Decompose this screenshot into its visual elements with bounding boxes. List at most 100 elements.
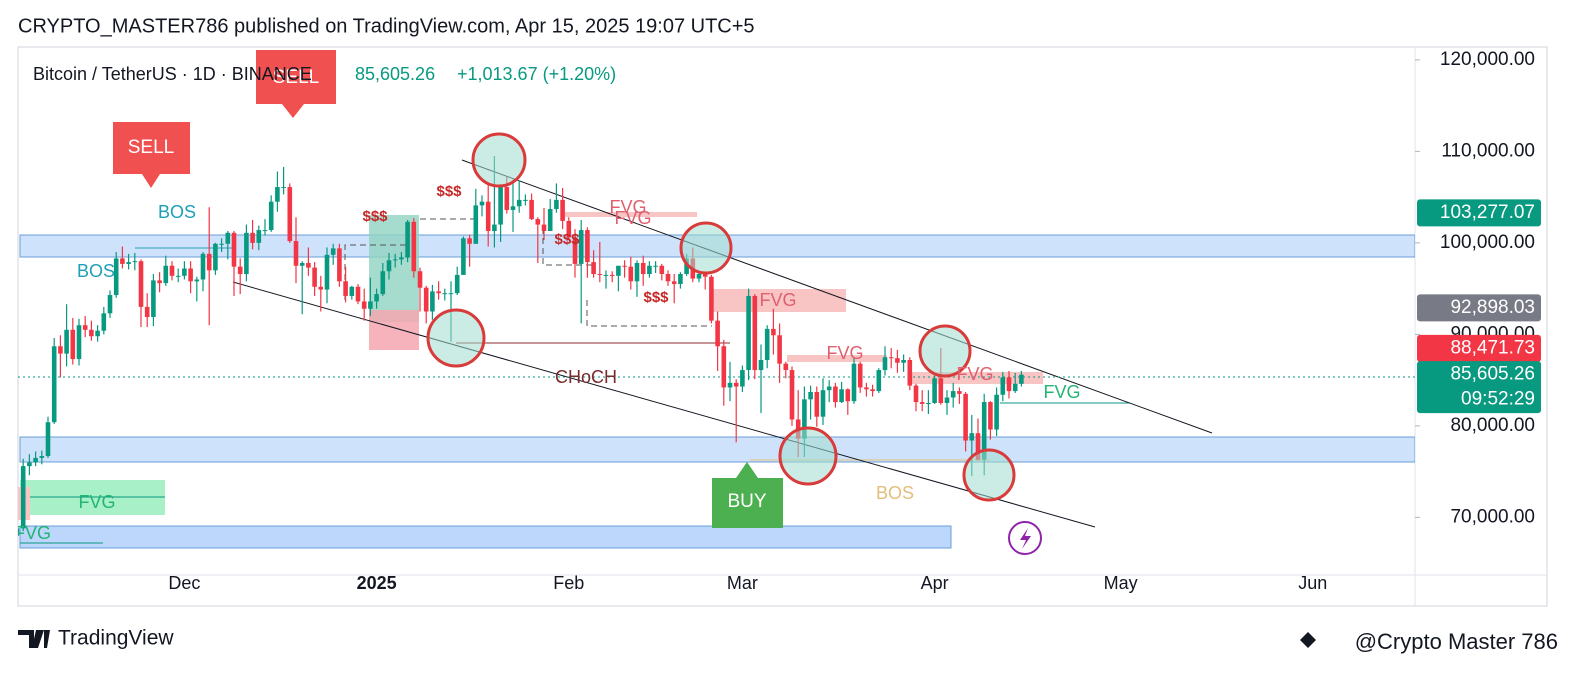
price-tag: [1417, 361, 1541, 414]
channel-line: [232, 281, 1096, 528]
candle-body: [95, 330, 100, 337]
candle-body: [498, 187, 503, 225]
candle-body: [585, 230, 590, 263]
candle-body: [262, 230, 268, 232]
candle-body: [746, 295, 751, 371]
candle-body: [665, 273, 671, 282]
candle-body: [312, 267, 317, 287]
x-tick-label: Dec: [168, 573, 200, 593]
candle-body: [299, 263, 305, 266]
candle-body: [82, 325, 88, 330]
candle-body: [287, 187, 293, 242]
candle-body: [628, 266, 634, 282]
y-tick-label: 70,000.00: [1450, 506, 1535, 527]
annotation: BUY: [727, 491, 766, 512]
sell-box: [256, 50, 336, 118]
annotation: FVG: [609, 197, 646, 217]
candle-body: [169, 265, 175, 276]
candle-body: [926, 402, 931, 404]
candle-body: [436, 291, 441, 294]
candle-body: [727, 382, 733, 388]
y-tick-label: 80,000.00: [1450, 415, 1535, 436]
candle-body: [18, 528, 20, 536]
candle-body: [950, 391, 956, 398]
tv-logo: [18, 630, 50, 648]
candle-body: [640, 263, 646, 274]
candle-body: [653, 265, 658, 267]
candle-body: [39, 456, 45, 458]
candle-body: [318, 286, 324, 290]
candle-body: [591, 262, 596, 274]
candle-body: [789, 370, 795, 420]
candle-body: [864, 387, 869, 390]
candle-body: [702, 273, 708, 277]
x-tick-label: Feb: [553, 573, 584, 593]
fvg-box: [710, 289, 846, 312]
annotation: FVG: [14, 523, 51, 543]
candle-body: [27, 462, 32, 467]
annotation: $$$: [554, 231, 580, 248]
candle-body: [566, 220, 572, 238]
candle-body: [355, 286, 361, 302]
candle-body: [417, 271, 423, 288]
candle-body: [733, 382, 739, 387]
candle-body: [275, 187, 280, 202]
plot-area: SELLSELLBOSBOSBOSFVGFVGFVGFVGFVGFVGFVGFV…: [14, 50, 1415, 555]
candle-body: [306, 263, 311, 268]
candle-body: [994, 394, 999, 430]
candle-body: [256, 230, 262, 243]
candle-body: [250, 232, 255, 243]
candle-body: [405, 221, 410, 258]
order-block: [369, 215, 419, 322]
candle-body: [200, 253, 206, 280]
buy-box: [712, 462, 783, 528]
candle-body: [163, 265, 169, 284]
candle-body: [70, 329, 76, 360]
candle-body: [51, 346, 57, 423]
candle-body: [157, 280, 162, 284]
candle-body: [709, 276, 714, 321]
demand-zone: [19, 525, 952, 549]
candle-body: [45, 422, 51, 457]
candle-body: [188, 268, 193, 282]
candle-body: [1006, 377, 1012, 392]
candle-body: [820, 390, 826, 417]
candle-body: [33, 457, 38, 463]
annotation: FVG: [1043, 382, 1080, 402]
candle-body: [882, 357, 888, 371]
candle-body: [616, 265, 621, 276]
price-tag-label: 103,277.07: [1440, 202, 1535, 223]
candle-body: [89, 329, 94, 337]
candle-body: [231, 232, 237, 267]
candle-body: [572, 237, 578, 264]
annotation: FVG: [78, 492, 115, 512]
candle-body: [510, 206, 516, 210]
event-icon: [1020, 528, 1031, 549]
candle-body: [814, 392, 820, 417]
candle-body: [237, 266, 243, 274]
order-block: [369, 310, 419, 350]
candle-body: [647, 265, 652, 274]
candle-body: [194, 279, 200, 282]
highlight-circles: [426, 132, 1016, 502]
candle-body: [430, 291, 435, 312]
candle-body: [281, 187, 286, 189]
candle-body: [138, 261, 144, 307]
candle-body: [715, 320, 720, 347]
candle-body: [752, 295, 758, 371]
candle-body: [609, 274, 615, 276]
candle-body: [541, 224, 547, 231]
candle-body: [1012, 383, 1018, 392]
price-tag-label: 88,471.73: [1450, 337, 1535, 358]
candle-body: [876, 370, 882, 392]
candle-body: [107, 295, 113, 314]
candle-body: [386, 260, 392, 272]
candle-body: [975, 433, 981, 460]
candle-body: [206, 253, 212, 271]
candle-body: [349, 286, 355, 296]
candle-body: [963, 393, 968, 441]
channel-line: [461, 159, 1213, 434]
candle-body: [411, 221, 417, 272]
candle-body: [678, 273, 683, 285]
candle-body: [845, 389, 851, 402]
